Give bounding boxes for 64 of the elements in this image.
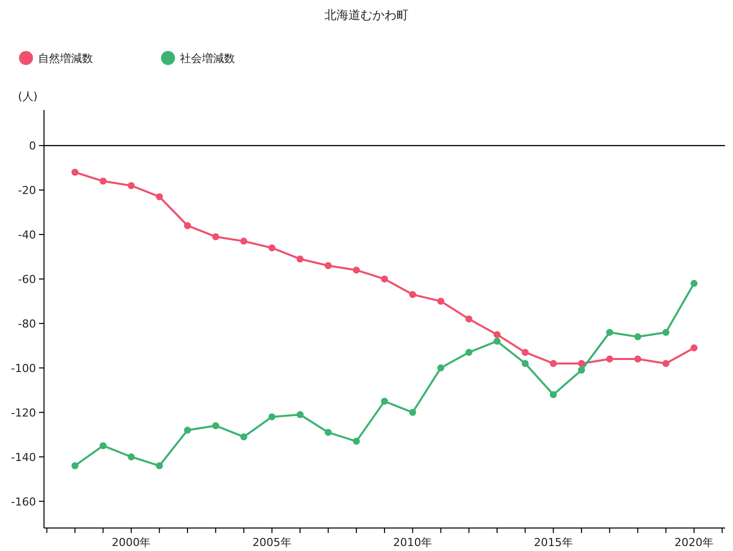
point (352, 266, 360, 274)
x-tick-label: 2010年 (393, 536, 432, 549)
point (465, 316, 472, 322)
y-tick-label: -20 (18, 184, 36, 198)
point (494, 331, 501, 338)
point (268, 413, 276, 420)
x-tick-label: 2000年 (112, 536, 151, 549)
point (381, 275, 388, 282)
point (71, 462, 78, 470)
point (212, 233, 220, 240)
y-tick-label: -40 (18, 228, 36, 242)
point (494, 338, 501, 345)
point (634, 333, 642, 340)
point (352, 438, 360, 445)
point (100, 178, 107, 185)
point (240, 238, 248, 245)
point (606, 328, 614, 336)
y-tick-label: -140 (11, 450, 36, 464)
point (522, 360, 529, 367)
point (409, 291, 416, 298)
chart-title: 北海道むかわ町 (324, 8, 408, 22)
point (662, 360, 670, 367)
point (437, 364, 444, 372)
point (268, 244, 276, 252)
point (156, 462, 163, 470)
point (128, 182, 135, 190)
point (662, 328, 670, 336)
y-tick-label: -100 (11, 362, 36, 375)
point (437, 298, 444, 305)
y-axis-title: (人) (18, 90, 38, 103)
y-tick-label: -160 (11, 495, 36, 508)
point (578, 360, 585, 367)
point (522, 348, 529, 356)
legend-label: 社会増減数 (180, 52, 235, 65)
point (690, 280, 698, 287)
point (578, 366, 585, 374)
point (465, 348, 472, 356)
point (409, 408, 416, 416)
point (634, 356, 642, 363)
y-tick-label: -60 (18, 272, 36, 286)
point (381, 398, 388, 405)
point (324, 262, 332, 270)
y-tick-label: -120 (11, 406, 36, 420)
y-tick-label: -80 (18, 317, 36, 330)
point (550, 360, 557, 367)
point (156, 193, 163, 200)
point (296, 255, 304, 262)
point (606, 356, 614, 363)
x-tick-label: 2020年 (674, 536, 714, 549)
point (296, 411, 304, 418)
point (550, 391, 557, 398)
point (324, 428, 332, 436)
point (690, 344, 698, 352)
y-tick-label: 0 (29, 140, 36, 153)
point (128, 453, 135, 460)
legend-label: 自然増減数 (38, 52, 93, 65)
point (212, 422, 220, 430)
point (100, 442, 107, 450)
point (184, 426, 192, 434)
x-tick-label: 2005年 (252, 536, 292, 549)
point (184, 222, 192, 230)
x-tick-label: 2015年 (534, 536, 573, 549)
point (240, 433, 248, 440)
point (71, 168, 78, 176)
